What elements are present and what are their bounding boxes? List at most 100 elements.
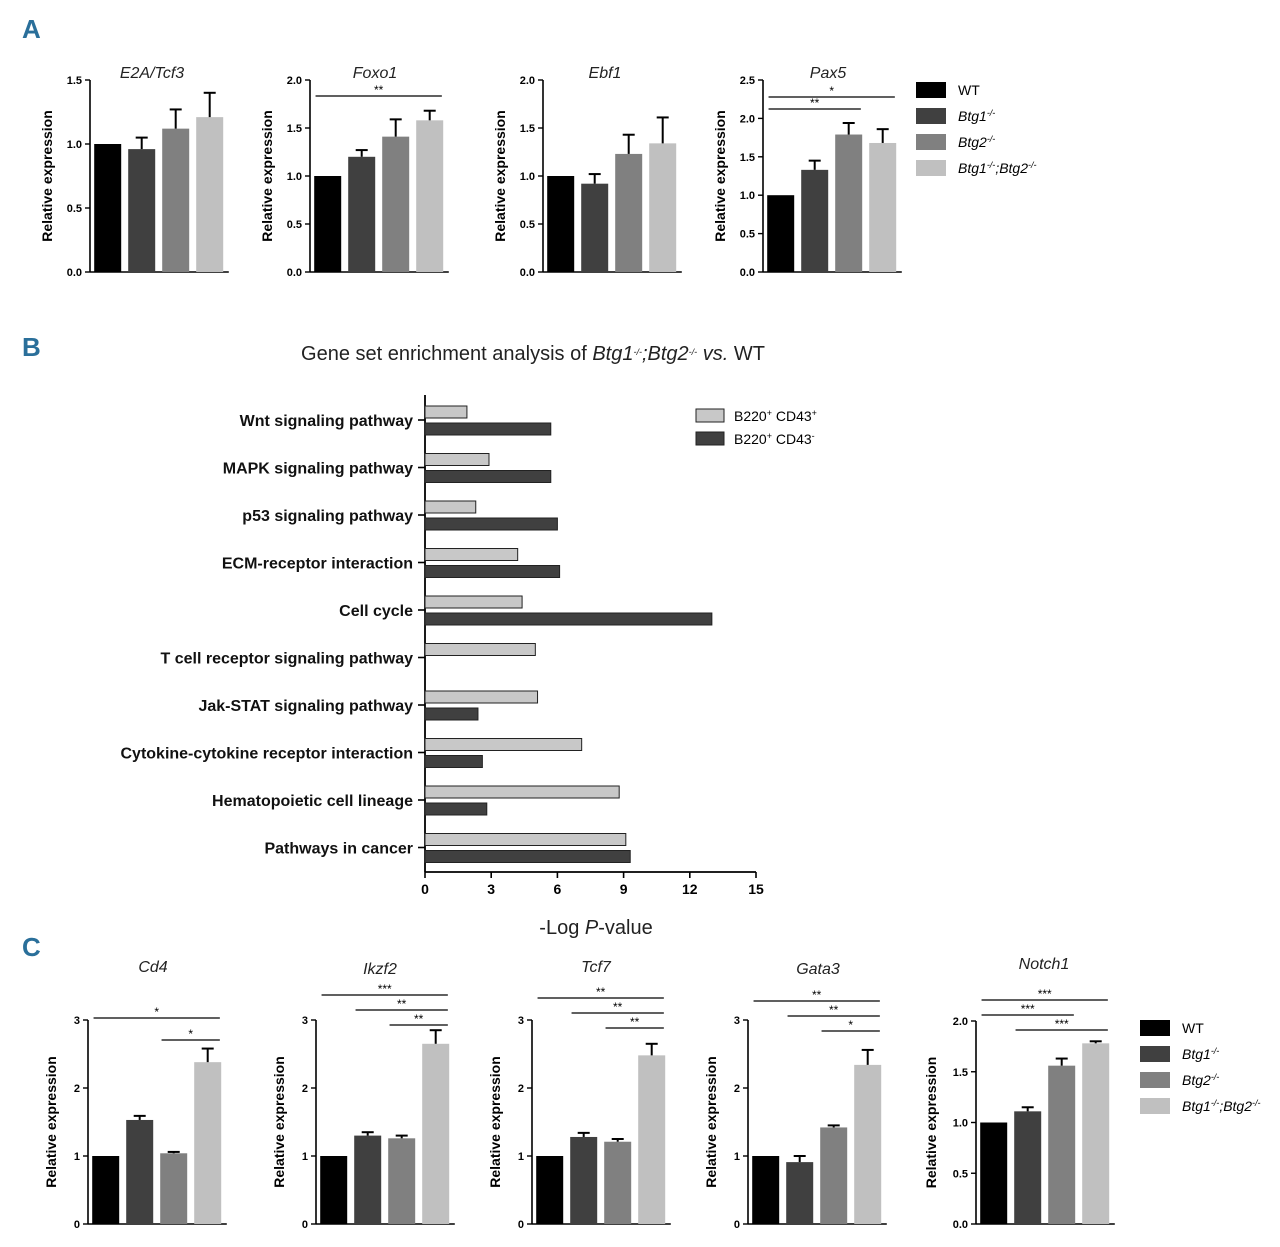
text-span: -/- — [1211, 1046, 1220, 1056]
y-axis-label: Relative expression — [703, 1056, 719, 1188]
significance-label: ** — [596, 985, 606, 999]
panel-label-a: A — [22, 14, 41, 44]
legend-label: Btg1-/-;Btg2-/- — [958, 160, 1037, 176]
bar-1 — [314, 176, 342, 272]
y-tick-label: Pathways in cancer — [264, 841, 413, 858]
bar-1 — [767, 195, 795, 272]
text-span: WT — [728, 343, 765, 365]
y-tick-label: 0 — [734, 1219, 740, 1231]
text-span: Btg1 — [592, 343, 633, 365]
text-span: Btg1 — [1182, 1098, 1211, 1114]
y-tick-label: Jak-STAT signaling pathway — [198, 698, 413, 715]
legend-b: B220+ CD43+B220+ CD43- — [695, 408, 817, 447]
significance-label: *** — [1021, 1002, 1035, 1016]
text-span: -Log — [539, 917, 585, 939]
y-axis-label: Relative expression — [271, 1056, 287, 1188]
legend-label: WT — [958, 82, 980, 98]
chart-title: Notch1 — [1019, 956, 1070, 973]
bar-cd43neg — [424, 802, 488, 816]
bar-cd43pos — [424, 643, 536, 656]
bar-cd43pos — [424, 548, 519, 561]
text-span: -/- — [1252, 1098, 1261, 1108]
y-axis-label: Relative expression — [39, 110, 55, 242]
chart-title: E2A/Tcf3 — [120, 65, 184, 82]
y-tick-label: 1 — [302, 1151, 308, 1163]
legend-swatch — [916, 134, 946, 150]
chart-title: Tcf7 — [581, 959, 612, 976]
bar-cd43neg — [424, 517, 558, 531]
bar-cd43pos — [424, 405, 468, 419]
x-axis-label: -Log P-value — [539, 917, 652, 939]
y-tick-label: 0.0 — [67, 267, 82, 279]
x-tick-label: 15 — [748, 881, 764, 897]
chart-gsea: Gene set enrichment analysis of Btg1-/-;… — [120, 343, 764, 939]
legend-label: Btg2-/- — [1182, 1072, 1219, 1088]
y-tick-label: 2.0 — [740, 113, 755, 125]
bar-3 — [1048, 1065, 1076, 1224]
legend-swatch — [916, 82, 946, 98]
bar-4 — [638, 1055, 666, 1224]
panel-label-b: B — [22, 332, 41, 362]
y-tick-label: 1 — [734, 1151, 740, 1163]
y-tick-label: 3 — [74, 1015, 80, 1027]
legend-label: Btg2-/- — [958, 134, 995, 150]
significance-label: * — [848, 1018, 853, 1032]
y-tick-label: 2 — [734, 1083, 740, 1095]
text-span: CD43 — [772, 408, 812, 424]
chart-foxo1: 0.0 0.5 1.0 1.5 2.0 **Foxo1 Relative expressio… — [259, 65, 449, 279]
bar-1 — [536, 1156, 564, 1224]
significance-label: ** — [829, 1003, 839, 1017]
y-tick-label: 2 — [74, 1083, 80, 1095]
text-span: CD43 — [772, 431, 812, 447]
bar-4 — [649, 143, 677, 272]
significance-label: ** — [630, 1015, 640, 1029]
legend-label: Btg1-/-;Btg2-/- — [1182, 1098, 1261, 1114]
y-tick-label: 1 — [518, 1151, 524, 1163]
y-tick-label: 1.0 — [67, 139, 82, 151]
y-tick-label: 2.0 — [953, 1016, 968, 1028]
text-span: -/- — [1028, 160, 1037, 170]
text-span: -/- — [1211, 1098, 1220, 1108]
text-span: -/- — [987, 134, 996, 144]
y-tick-label: 0.5 — [520, 219, 535, 231]
bar-cd43neg — [424, 612, 713, 626]
bar-cd43pos — [424, 690, 539, 704]
y-tick-label: 0.5 — [740, 229, 755, 241]
y-tick-label: 0.5 — [67, 203, 82, 215]
bar-cd43neg — [424, 565, 561, 578]
text-span: ;Btg2 — [642, 343, 689, 365]
y-tick-label: 1.5 — [287, 123, 302, 135]
y-tick-label: Cell cycle — [339, 603, 413, 620]
y-axis-label: Relative expression — [43, 1056, 59, 1188]
text-span: Btg1 — [958, 160, 987, 176]
significance-label: ** — [374, 83, 384, 97]
chart-title: Pax5 — [810, 65, 847, 82]
bar-4 — [422, 1043, 450, 1224]
y-tick-label: Wnt signaling pathway — [240, 413, 413, 430]
bar-4 — [416, 120, 444, 272]
bar-2 — [786, 1162, 814, 1224]
bar-1 — [547, 176, 575, 272]
bar-3 — [604, 1141, 632, 1224]
bar-3 — [388, 1138, 416, 1224]
bar-3 — [162, 128, 190, 272]
text-span: WT — [958, 82, 980, 98]
text-span: Btg2 — [958, 134, 987, 150]
text-span: -/- — [689, 347, 698, 357]
text-span: B220 — [734, 431, 767, 447]
text-span: -/- — [1211, 1072, 1220, 1082]
bar-1 — [320, 1156, 348, 1224]
chart-title: Foxo1 — [353, 65, 397, 82]
y-axis-label: Relative expression — [712, 110, 728, 242]
significance-label: ** — [397, 997, 407, 1011]
text-span: -/- — [987, 160, 996, 170]
text-span: -value — [598, 917, 652, 939]
text-span: P — [585, 917, 599, 939]
bar-2 — [126, 1119, 154, 1224]
